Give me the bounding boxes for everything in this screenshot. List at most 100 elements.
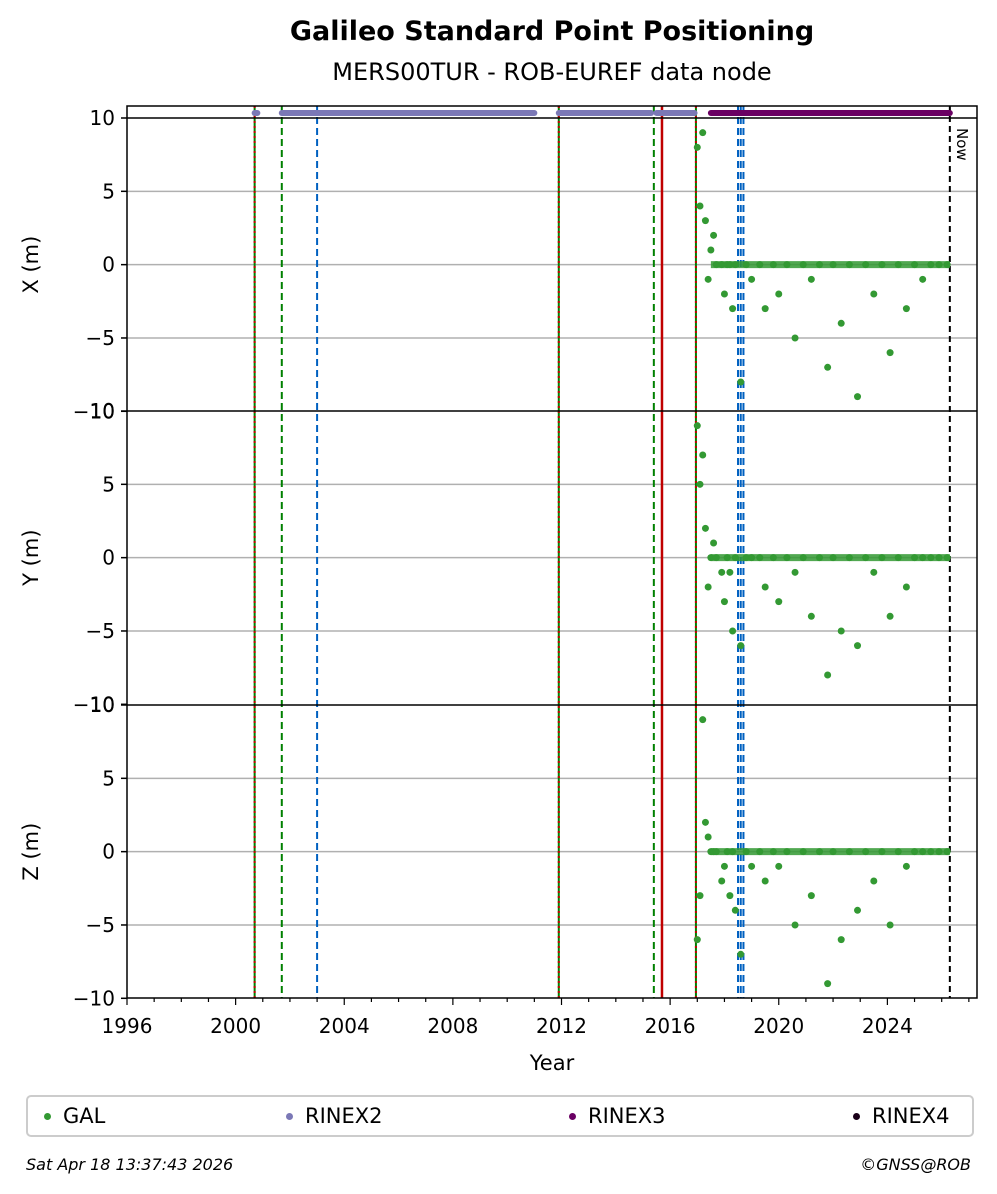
data-point (693, 422, 701, 430)
data-point (720, 290, 728, 298)
legend-label-rinex2: RINEX2 (305, 1104, 383, 1128)
data-point (824, 980, 832, 988)
legend-item-gal: GAL (44, 1097, 105, 1135)
y-tick-label: −10 (73, 986, 115, 1010)
now-label: Now (953, 128, 971, 161)
legend-marker-rinex3 (569, 1112, 576, 1120)
y-tick-label: −5 (86, 913, 115, 937)
data-point (699, 716, 707, 724)
data-point (729, 627, 737, 635)
x-tick-label: 1996 (102, 1014, 153, 1038)
data-point (775, 862, 783, 870)
data-point (699, 451, 707, 459)
data-point (886, 349, 894, 357)
data-point (791, 568, 799, 576)
data-point (704, 275, 712, 283)
data-point (824, 671, 832, 679)
y-tick-label: −5 (86, 619, 115, 643)
data-point (710, 539, 718, 547)
footer-timestamp: Sat Apr 18 13:37:43 2026 (26, 1155, 234, 1174)
y-tick-label: −5 (86, 326, 115, 350)
legend-label-rinex4: RINEX4 (872, 1104, 950, 1128)
y-tick-label: 0 (102, 253, 115, 277)
y-tick-label: −10 (73, 692, 115, 716)
data-point (886, 921, 894, 929)
legend-label-rinex3: RINEX3 (588, 1104, 666, 1128)
x-tick-label: 2020 (753, 1014, 804, 1038)
legend-marker-rinex4 (853, 1112, 860, 1120)
data-point (737, 950, 745, 958)
y-tick-label: 5 (102, 179, 115, 203)
legend-label-gal: GAL (63, 1104, 106, 1128)
data-point (720, 862, 728, 870)
data-point (791, 334, 799, 342)
data-point (748, 862, 756, 870)
data-point (701, 217, 709, 225)
data-point (919, 275, 927, 283)
y-tick-label: 0 (102, 546, 115, 570)
legend-item-rinex3: RINEX3 (569, 1097, 666, 1135)
data-point (710, 231, 718, 239)
plot-frame (126, 105, 978, 999)
data-point (726, 892, 734, 900)
x-axis-label: Year (529, 1051, 575, 1075)
data-point (704, 583, 712, 591)
positioning-chart: Now −10 −5 0 5 10 X (m) −10 −5 0 5 10 Y (m) −10 −5 0 5 10… (19, 105, 978, 1075)
data-point (693, 143, 701, 151)
data-point (726, 568, 734, 576)
data-point (902, 862, 910, 870)
data-point (791, 921, 799, 929)
chart-title: Galileo Standard Point Positioning (289, 16, 815, 47)
data-point (837, 936, 845, 944)
data-point (902, 305, 910, 313)
data-point (807, 612, 815, 620)
data-point (870, 290, 878, 298)
data-point (837, 627, 845, 635)
chart-subtitle: MERS00TUR - ROB-EUREF data node (332, 58, 772, 86)
data-point (807, 275, 815, 283)
data-point (696, 480, 704, 488)
data-point (854, 393, 862, 401)
data-point (718, 877, 726, 885)
data-point (693, 936, 701, 944)
legend: GAL RINEX2 RINEX3 RINEX4 (26, 1095, 974, 1137)
data-point (701, 818, 709, 826)
data-point (775, 290, 783, 298)
data-point (729, 305, 737, 313)
y-axis-label: X (m) (19, 236, 43, 294)
data-point (699, 129, 707, 137)
footer-credit: ©GNSS@ROB (860, 1155, 971, 1174)
data-point (761, 305, 769, 313)
y-tick-label: 0 (102, 840, 115, 864)
y-tick-label: −10 (73, 399, 115, 423)
data-point (737, 378, 745, 386)
data-point (761, 877, 769, 885)
x-tick-label: 2008 (427, 1014, 478, 1038)
x-tick-label: 2000 (210, 1014, 261, 1038)
y-tick-label: 10 (90, 399, 115, 423)
data-point (720, 598, 728, 606)
data-point (718, 568, 726, 576)
x-tick-label: 2004 (319, 1014, 370, 1038)
data-point (748, 275, 756, 283)
legend-marker-gal (44, 1112, 51, 1120)
legend-item-rinex2: RINEX2 (286, 1097, 383, 1135)
data-point (704, 833, 712, 841)
data-point (824, 363, 832, 371)
x-tick-label: 2012 (536, 1014, 587, 1038)
x-tick-label: 2024 (862, 1014, 913, 1038)
x-tick-label: 2016 (645, 1014, 696, 1038)
y-axis-label: Y (m) (19, 529, 43, 586)
y-tick-label: 5 (102, 472, 115, 496)
data-point (870, 877, 878, 885)
data-point (731, 906, 739, 914)
y-axis-label: Z (m) (19, 823, 43, 881)
data-point (701, 524, 709, 532)
data-point (696, 202, 704, 210)
data-point (737, 642, 745, 650)
y-tick-label: 5 (102, 766, 115, 790)
legend-marker-rinex2 (286, 1112, 293, 1120)
legend-item-rinex4: RINEX4 (853, 1097, 950, 1135)
data-point (870, 568, 878, 576)
y-tick-label: 10 (90, 693, 115, 717)
